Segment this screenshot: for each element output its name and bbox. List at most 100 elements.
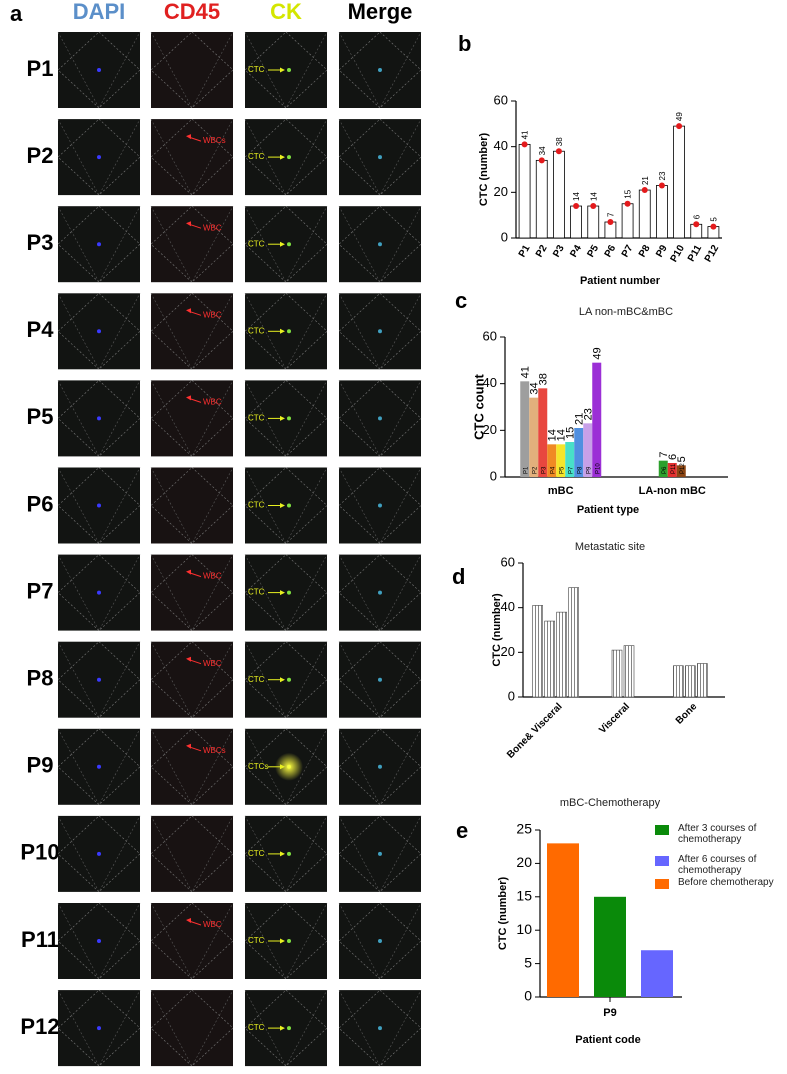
- field-outline: [244, 467, 328, 545]
- micrograph: [151, 32, 233, 108]
- value-label: 49: [592, 347, 604, 359]
- patient-label: P8: [27, 666, 54, 691]
- cell-spot: [378, 155, 382, 160]
- field-outline: [244, 989, 328, 1067]
- bar: [553, 150, 565, 239]
- micrograph: [245, 554, 327, 631]
- field-outline: [150, 293, 234, 370]
- y-tick-label: 20: [501, 644, 515, 659]
- x-tick-label: P4: [568, 243, 584, 259]
- channel-header: DAPI: [73, 0, 126, 24]
- bar: [621, 203, 634, 239]
- patient-label: P11: [21, 927, 59, 952]
- field-outline: [244, 989, 328, 1067]
- patient-label: P6: [27, 491, 54, 516]
- bar: [592, 362, 602, 477]
- field-outline: [150, 902, 234, 980]
- field-outline: [244, 206, 328, 283]
- field-outline: [338, 31, 422, 109]
- y-axis-label: CTC (number): [497, 877, 509, 951]
- value-label: 49: [675, 112, 684, 121]
- bar-marker: [555, 148, 562, 155]
- cell-spot: [378, 851, 382, 856]
- ck-annotation: CTC: [248, 501, 265, 510]
- field-outline: [338, 467, 422, 545]
- bar-label: P8: [577, 466, 583, 474]
- bar-marker: [607, 219, 614, 226]
- field-outline: [57, 118, 141, 196]
- bar: [697, 663, 708, 698]
- field-outline: [338, 467, 422, 544]
- bar: [538, 388, 548, 477]
- field-outline: [150, 292, 234, 370]
- field-outline: [338, 118, 422, 196]
- cell-spot: [97, 590, 101, 595]
- ck-annotation: CTC: [248, 326, 265, 335]
- field-outline: [150, 118, 234, 196]
- field-outline: [338, 815, 422, 893]
- x-tick-label: P11: [686, 243, 704, 264]
- field-outline: [338, 554, 422, 632]
- field-outline: [57, 380, 141, 458]
- field-outline: [57, 205, 141, 283]
- cell-spot: [287, 503, 291, 508]
- field-outline: [150, 554, 234, 632]
- cd45-annotation: WBC: [203, 223, 222, 232]
- micrograph: [151, 815, 233, 892]
- micrograph: [245, 467, 327, 544]
- y-axis-label: CTC (number): [478, 133, 490, 207]
- y-tick-label: 20: [516, 854, 532, 870]
- x-tick-label: mBC: [548, 485, 574, 497]
- cd45-annotation: WBC: [203, 310, 222, 319]
- field-outline: [338, 641, 422, 719]
- ck-annotation: CTC: [248, 849, 265, 858]
- y-tick-label: 40: [494, 138, 508, 153]
- field-outline: [338, 815, 422, 893]
- field-outline: [57, 467, 141, 544]
- y-tick-label: 60: [501, 554, 515, 569]
- bar-label: P12: [680, 463, 686, 474]
- bar-label: P4: [550, 466, 556, 474]
- cell-spot: [97, 764, 101, 769]
- arrow-head: [280, 67, 285, 73]
- field-outline: [150, 641, 234, 719]
- field-outline: [244, 554, 328, 632]
- y-tick-label: 40: [483, 375, 497, 390]
- value-label: 7: [607, 212, 616, 217]
- ck-annotation: CTCs: [248, 762, 268, 771]
- x-tick-label: Bone: [674, 701, 700, 727]
- cell-spot: [287, 416, 291, 421]
- y-tick-label: 5: [524, 954, 532, 970]
- y-tick-label: 40: [501, 599, 515, 614]
- bar: [532, 605, 543, 698]
- micrograph: [245, 32, 327, 108]
- arrow-head: [280, 503, 285, 508]
- panel-label: b: [458, 31, 471, 56]
- bar: [544, 620, 555, 698]
- field-outline: [338, 989, 422, 1067]
- bar-label: P3: [541, 466, 547, 474]
- patient-label: P4: [27, 317, 55, 342]
- bar-label: P9: [586, 466, 592, 474]
- field-outline: [244, 380, 328, 458]
- arrow-head: [186, 743, 191, 749]
- field-outline: [244, 641, 328, 719]
- bar-marker: [658, 182, 665, 189]
- bar-label: P5: [559, 466, 565, 474]
- cell-spot: [97, 242, 101, 247]
- cell-glow: [275, 752, 303, 781]
- micrograph: [151, 990, 233, 1067]
- micrograph: [151, 903, 233, 979]
- micrograph: [245, 206, 327, 283]
- bar: [685, 665, 696, 698]
- value-label: 15: [624, 189, 633, 198]
- cell-spot: [378, 416, 382, 421]
- ck-annotation: CTC: [248, 65, 265, 74]
- bar: [570, 205, 582, 239]
- field-outline: [57, 31, 141, 109]
- x-tick-label: Visceral: [597, 701, 632, 736]
- panel-label: d: [452, 564, 465, 589]
- ck-annotation: CTC: [248, 588, 265, 597]
- field-outline: [338, 206, 422, 283]
- field-outline: [57, 815, 141, 893]
